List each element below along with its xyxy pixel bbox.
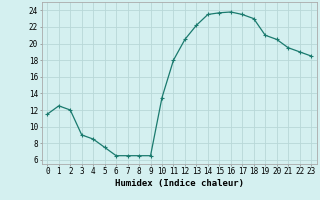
X-axis label: Humidex (Indice chaleur): Humidex (Indice chaleur) [115,179,244,188]
